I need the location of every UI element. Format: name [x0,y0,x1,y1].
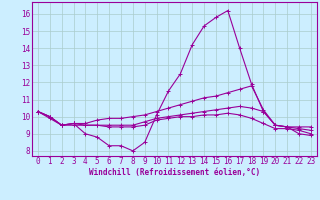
X-axis label: Windchill (Refroidissement éolien,°C): Windchill (Refroidissement éolien,°C) [89,168,260,177]
